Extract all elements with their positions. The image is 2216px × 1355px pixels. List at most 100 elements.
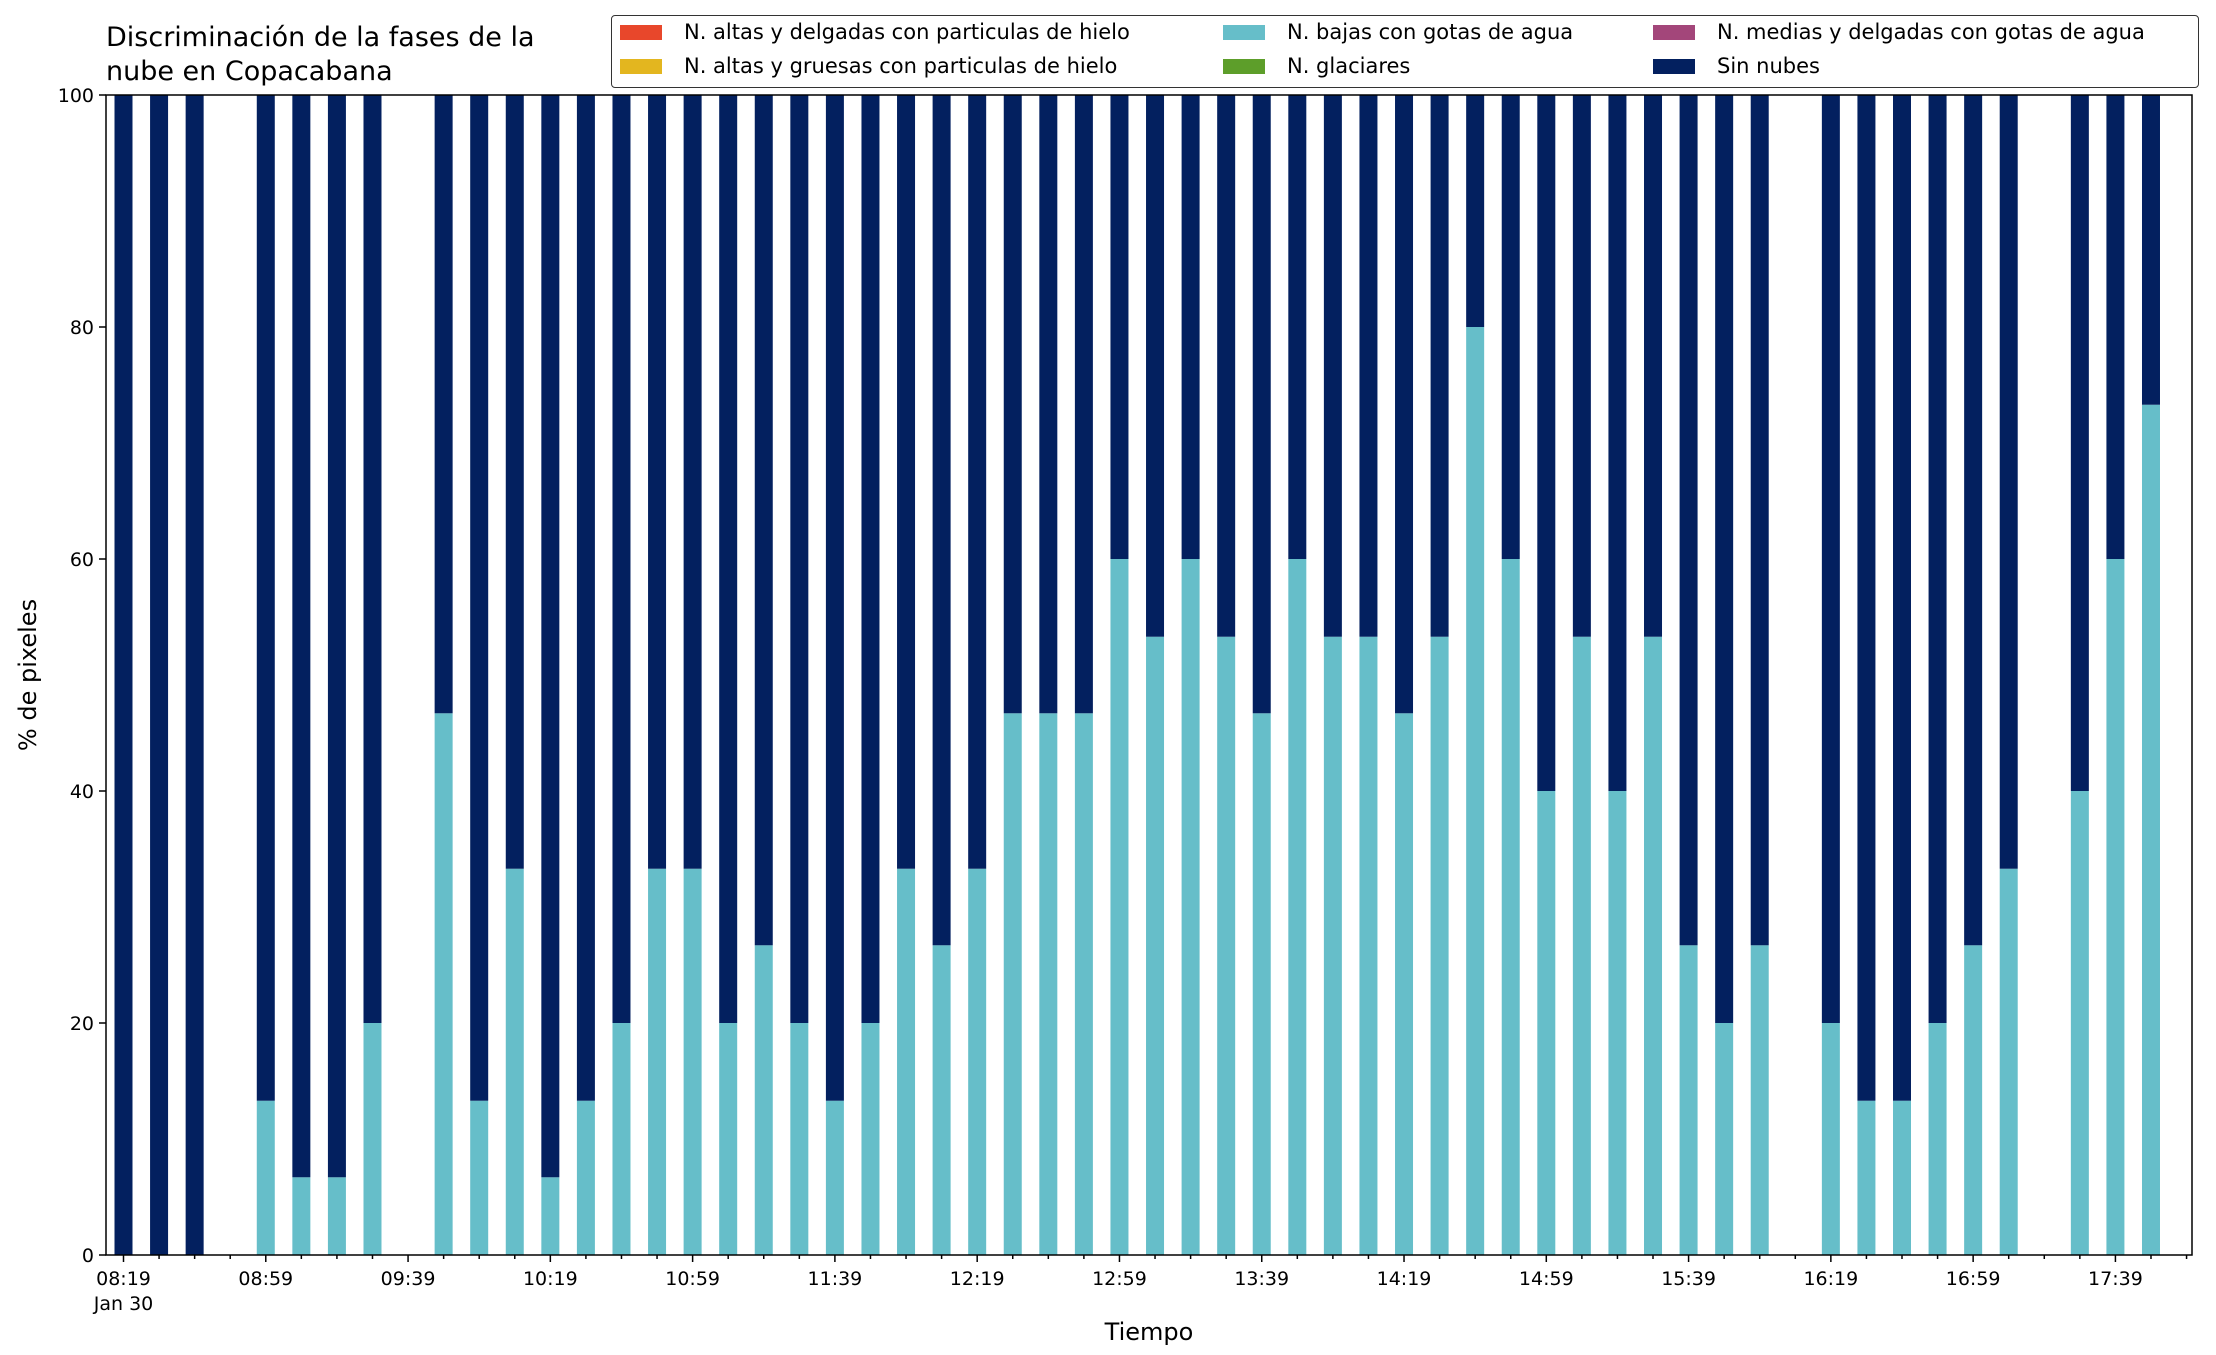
- legend-label-0: N. altas y delgadas con particulas de hi…: [684, 20, 1130, 44]
- bar-segment-2-24: [968, 868, 987, 1255]
- bar-segment-5-31: [1217, 95, 1236, 637]
- x-axis: 08:19 08:59 09:39 10:19 10:59 11:39 12:19 12:59…: [93, 1255, 2188, 1315]
- x-tick-label-11: 15:39: [1661, 1268, 1716, 1290]
- bar-segment-5-17: [719, 95, 738, 1023]
- bar-segment-5-49: [1857, 95, 1876, 1101]
- x-tick-label-2: 09:39: [381, 1268, 436, 1290]
- bar-segment-5-32: [1252, 95, 1271, 714]
- legend-item-0: N. altas y delgadas con particulas de hi…: [620, 20, 1130, 44]
- legend-label-1: N. altas y gruesas con particulas de hie…: [684, 54, 1118, 78]
- bar-segment-2-18: [754, 945, 773, 1255]
- bar-segment-5-36: [1395, 95, 1414, 714]
- bar-segment-2-35: [1359, 636, 1378, 1255]
- bar-segment-5-5: [292, 95, 311, 1178]
- y-tick-label-1: 20: [70, 1013, 94, 1035]
- bar-segment-2-43: [1644, 636, 1663, 1255]
- bar-segment-2-41: [1572, 636, 1591, 1255]
- bar-segment-2-26: [1039, 713, 1058, 1255]
- legend: N. altas y delgadas con particulas de hi…: [611, 15, 2199, 88]
- bar-segment-5-33: [1288, 95, 1307, 559]
- x-tick-label-12: 16:19: [1803, 1268, 1858, 1290]
- bar-segment-5-20: [825, 95, 844, 1101]
- bar-segment-2-22: [897, 868, 916, 1255]
- bar-segment-5-39: [1501, 95, 1520, 559]
- bar-segment-5-35: [1359, 95, 1378, 637]
- bar-segment-5-44: [1679, 95, 1698, 946]
- bar-segment-2-4: [256, 1100, 275, 1255]
- legend-label-4: N. medias y delgadas con gotas de agua: [1717, 20, 2145, 44]
- bar-segment-5-38: [1466, 95, 1485, 327]
- bar-segment-5-10: [470, 95, 489, 1101]
- bar-segment-2-9: [434, 713, 453, 1255]
- bar-segment-5-30: [1181, 95, 1200, 559]
- bar-segment-2-42: [1608, 791, 1627, 1255]
- bar-segment-5-43: [1644, 95, 1663, 637]
- bar-segment-2-13: [576, 1100, 595, 1255]
- plot-frame: [105, 94, 2193, 1256]
- bar-segment-5-40: [1537, 95, 1556, 791]
- bar-segment-5-15: [648, 95, 667, 869]
- y-tick-label-4: 80: [70, 317, 94, 339]
- bar-segment-2-55: [2070, 791, 2089, 1255]
- bar-segment-5-19: [790, 95, 809, 1023]
- bar-segment-2-12: [541, 1177, 560, 1255]
- bar-segment-5-52: [1964, 95, 1983, 946]
- x-tick-sublabel: Jan 30: [93, 1293, 154, 1315]
- bar-segment-2-25: [1003, 713, 1022, 1255]
- y-tick-label-5: 100: [58, 85, 94, 107]
- bar-segment-2-52: [1964, 945, 1983, 1255]
- bar-segment-5-55: [2070, 95, 2089, 791]
- legend-label-2: N. bajas con gotas de agua: [1287, 20, 1574, 44]
- bar-segment-5-22: [897, 95, 916, 869]
- bar-segment-2-29: [1146, 636, 1165, 1255]
- bar-segment-2-36: [1395, 713, 1414, 1255]
- bar-segment-5-42: [1608, 95, 1627, 791]
- y-tick-label-3: 60: [70, 549, 94, 571]
- legend-swatch-4: [1653, 24, 1695, 40]
- legend-item-1: N. altas y gruesas con particulas de hie…: [620, 54, 1117, 78]
- x-tick-label-6: 12:19: [950, 1268, 1005, 1290]
- bar-segment-5-11: [505, 95, 524, 869]
- x-tick-label-8: 13:39: [1234, 1268, 1289, 1290]
- bar-segment-5-26: [1039, 95, 1058, 714]
- legend-item-2: N. bajas con gotas de agua: [1223, 20, 1573, 44]
- y-axis: 0 20 40 60 80 100: [58, 85, 106, 1267]
- x-tick-label-9: 14:19: [1377, 1268, 1432, 1290]
- legend-label-5: Sin nubes: [1717, 54, 1820, 78]
- bar-segment-2-40: [1537, 791, 1556, 1255]
- bar-segment-5-14: [612, 95, 631, 1023]
- bar-segment-5-56: [2106, 95, 2125, 559]
- bar-segment-5-2: [185, 95, 204, 1255]
- bar-segment-2-7: [363, 1023, 382, 1255]
- bar-segment-2-31: [1217, 636, 1236, 1255]
- y-tick-label-2: 40: [70, 781, 94, 803]
- bar-segment-2-6: [327, 1177, 346, 1255]
- bar-segment-2-50: [1893, 1100, 1911, 1255]
- bar-segment-5-34: [1323, 95, 1342, 637]
- bar-segment-2-49: [1857, 1100, 1876, 1255]
- bar-segment-5-41: [1572, 95, 1591, 637]
- bars-group: [114, 95, 2160, 1256]
- bar-segment-2-46: [1750, 945, 1769, 1255]
- bar-segment-5-57: [2141, 95, 2160, 405]
- legend-swatch-1: [620, 58, 662, 74]
- bar-segment-5-48: [1821, 95, 1840, 1023]
- x-tick-label-10: 14:59: [1519, 1268, 1574, 1290]
- bar-segment-2-39: [1501, 559, 1520, 1255]
- y-tick-label-0: 0: [82, 1245, 94, 1267]
- bar-segment-5-0: [114, 95, 133, 1255]
- x-tick-label-4: 10:59: [665, 1268, 720, 1290]
- x-tick-label-13: 16:59: [1946, 1268, 2001, 1290]
- bar-segment-2-51: [1928, 1023, 1947, 1255]
- bar-segment-5-16: [683, 95, 702, 869]
- bar-segment-2-32: [1252, 713, 1271, 1255]
- bar-segment-5-12: [541, 95, 560, 1178]
- bar-segment-5-45: [1715, 95, 1734, 1023]
- bar-segment-5-23: [932, 95, 951, 946]
- bar-segment-2-17: [719, 1023, 738, 1255]
- x-tick-label-5: 11:39: [808, 1268, 863, 1290]
- bar-segment-5-21: [861, 95, 880, 1023]
- bar-segment-5-27: [1074, 95, 1093, 714]
- bar-segment-2-30: [1181, 559, 1200, 1255]
